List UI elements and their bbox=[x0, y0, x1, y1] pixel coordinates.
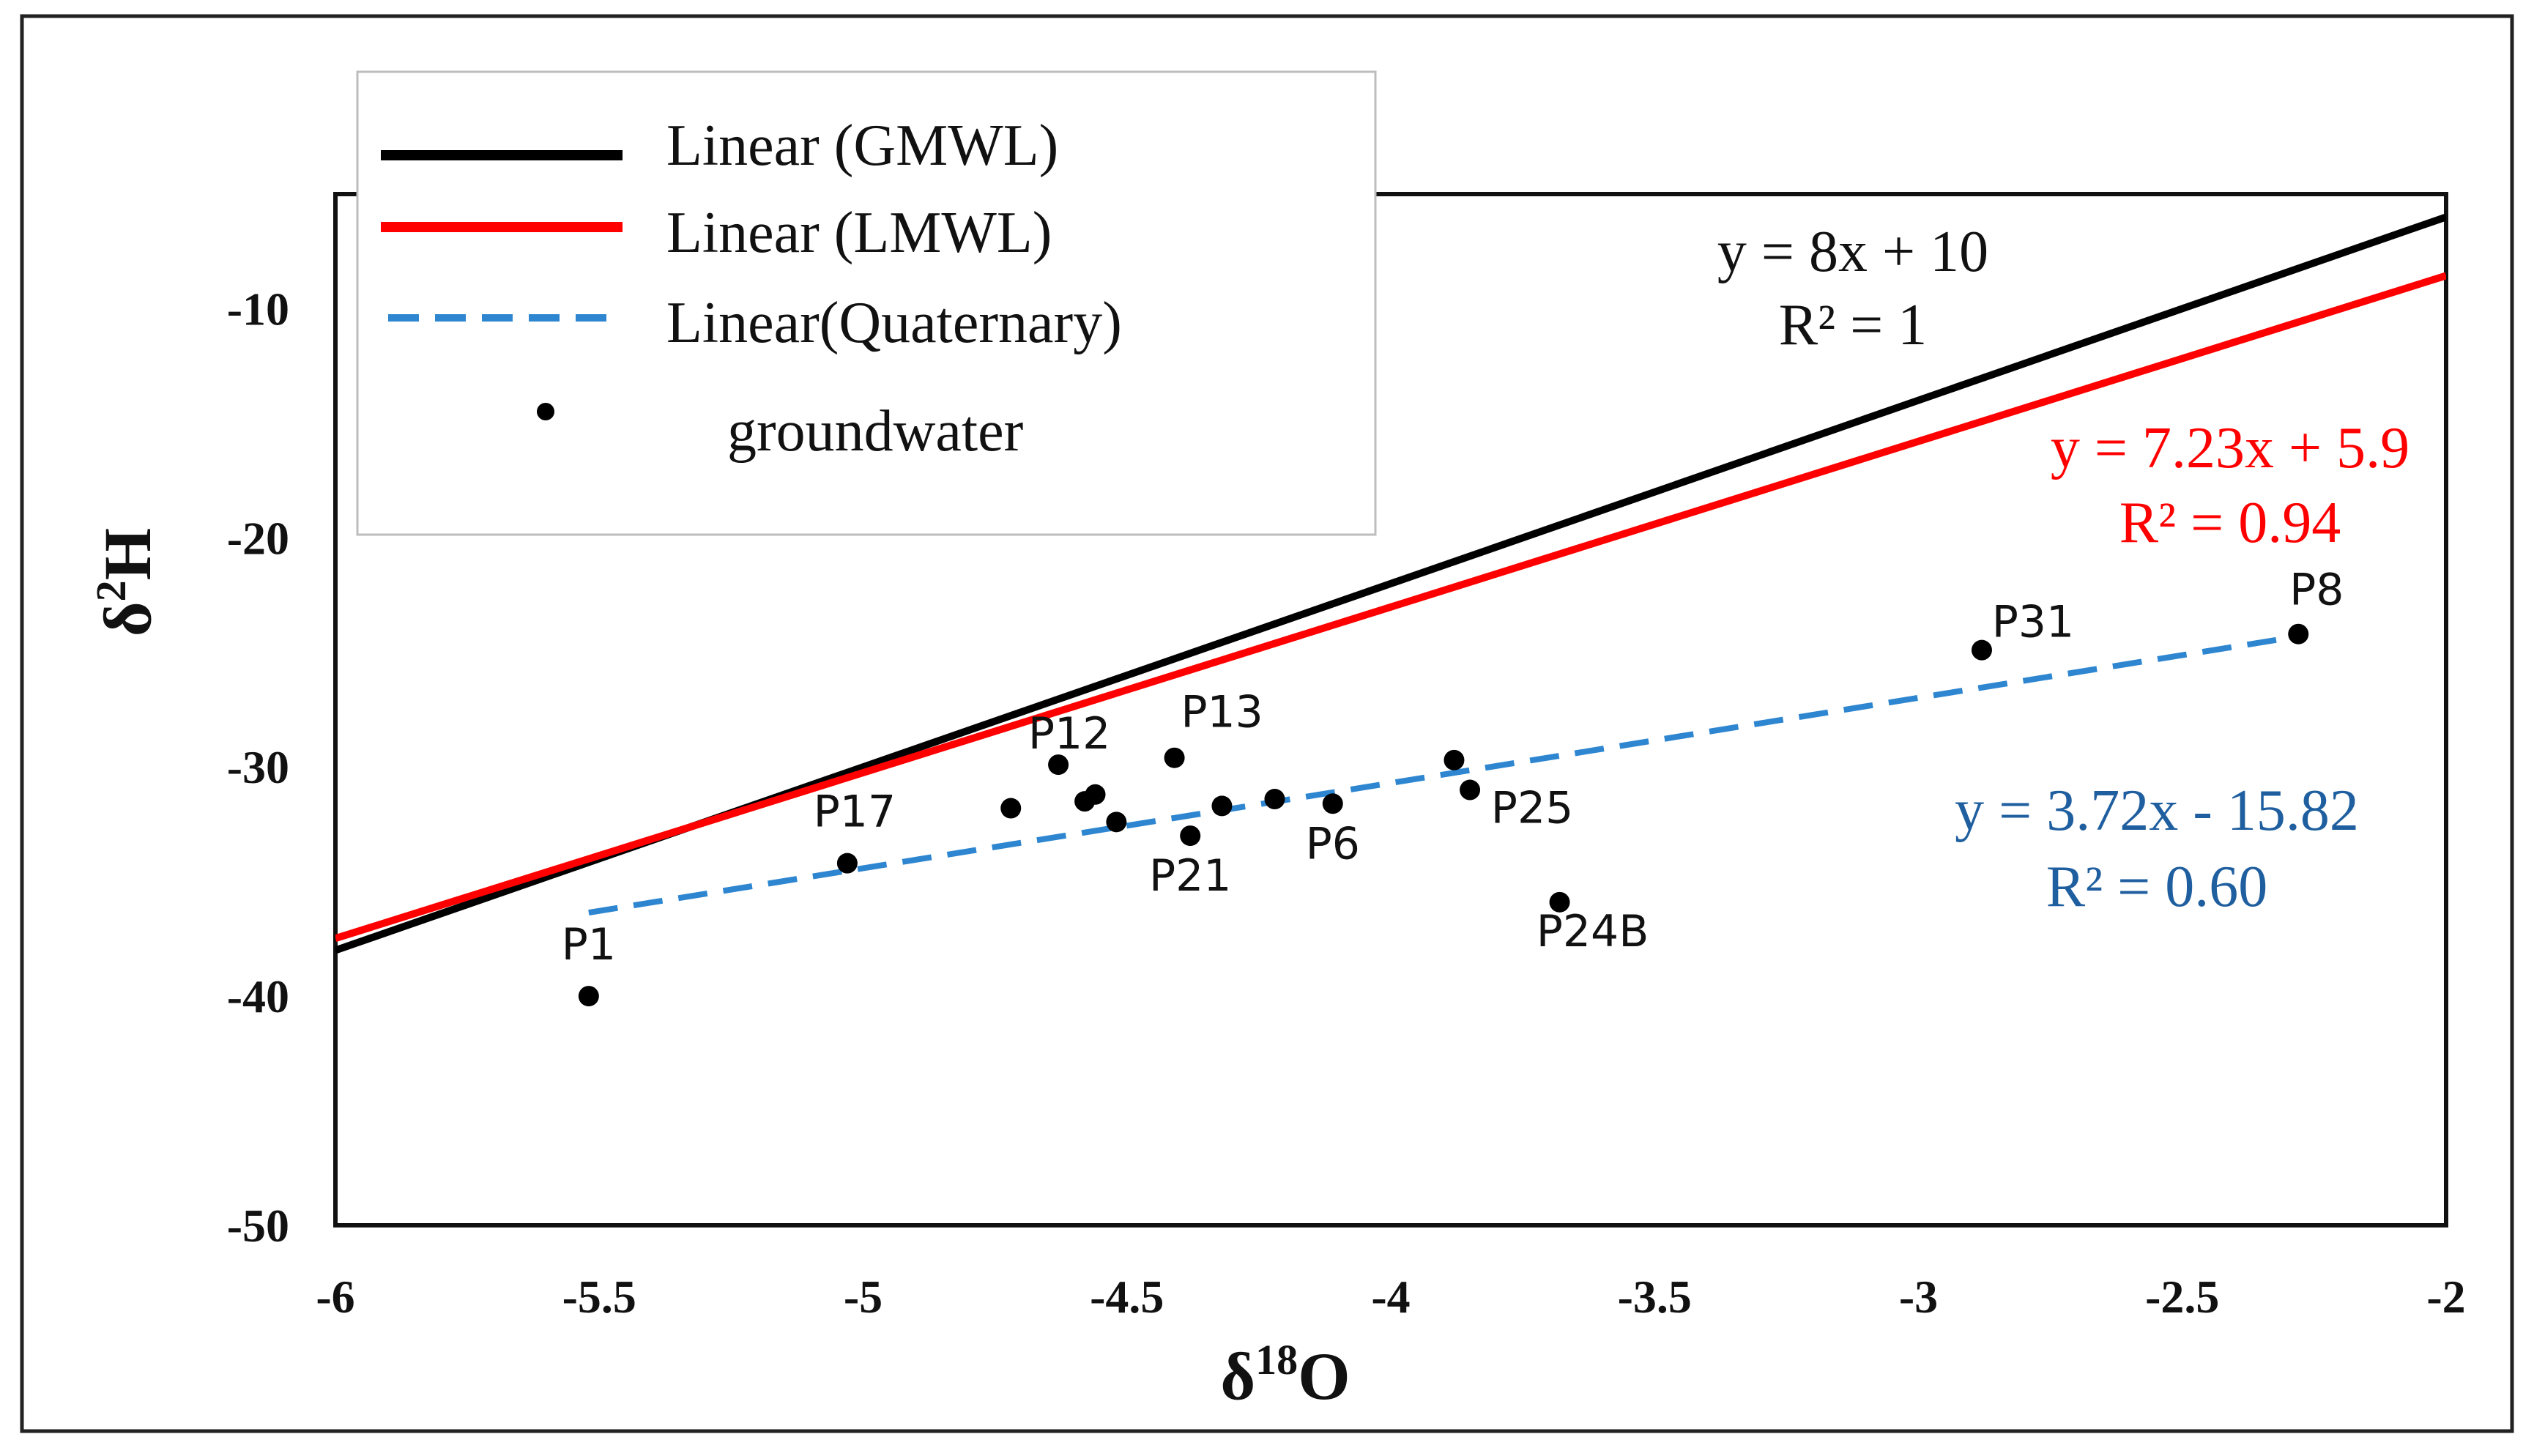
point-label: P17 bbox=[814, 787, 896, 838]
x-tick-label: -5.5 bbox=[562, 1271, 636, 1323]
regression-lines bbox=[335, 213, 2446, 954]
gmwl-equation: y = 8x + 10 R² = 1 bbox=[1717, 220, 1988, 357]
groundwater-point bbox=[1322, 793, 1343, 814]
y-tick-label: -10 bbox=[227, 283, 289, 335]
gmwl-r2-text: R² = 1 bbox=[1779, 293, 1927, 357]
lmwl-equation-text: y = 7.23x + 5.9 bbox=[2051, 416, 2409, 480]
groundwater-point bbox=[1164, 747, 1185, 768]
legend: Linear (GMWL) Linear (LMWL) Linear(Quate… bbox=[356, 70, 1377, 536]
x-tick-label: -6 bbox=[316, 1271, 354, 1323]
quaternary-equation-text: y = 3.72x - 15.82 bbox=[1955, 779, 2359, 843]
point-label: P31 bbox=[1992, 597, 2075, 648]
quaternary-line bbox=[588, 633, 2299, 915]
lmwl-equation: y = 7.23x + 5.9 R² = 0.94 bbox=[2051, 416, 2409, 555]
point-label: P13 bbox=[1181, 687, 1263, 738]
groundwater-point bbox=[2288, 623, 2309, 645]
legend-gmwl-label: Linear (GMWL) bbox=[666, 114, 1058, 178]
point-label: P6 bbox=[1306, 818, 1360, 869]
groundwater-point bbox=[1048, 754, 1069, 776]
groundwater-point bbox=[1460, 779, 1481, 801]
y-axis-ticks: -50 -40 -30 -20 -10 bbox=[227, 283, 289, 1252]
point-labels: P1 P17 P12 P13 P21 P6 P25 P24B P31 P8 bbox=[562, 565, 2344, 970]
groundwater-point bbox=[1971, 639, 1992, 661]
lmwl-line bbox=[335, 272, 2446, 943]
groundwater-point bbox=[836, 853, 858, 874]
y-tick-label: -40 bbox=[227, 970, 289, 1022]
groundwater-point bbox=[1211, 795, 1233, 817]
groundwater-point bbox=[1000, 798, 1022, 819]
groundwater-point bbox=[1180, 825, 1201, 847]
groundwater-point bbox=[1444, 749, 1465, 770]
quaternary-equation: y = 3.72x - 15.82 R² = 0.60 bbox=[1955, 779, 2359, 919]
x-tick-label: -2.5 bbox=[2145, 1271, 2219, 1323]
x-tick-label: -4.5 bbox=[1090, 1271, 1164, 1323]
groundwater-point bbox=[1264, 789, 1285, 810]
y-tick-label: -50 bbox=[227, 1200, 289, 1252]
x-axis-title: δ18O bbox=[1220, 1336, 1350, 1414]
legend-groundwater-marker bbox=[537, 403, 554, 420]
legend-box bbox=[356, 70, 1377, 536]
point-label: P25 bbox=[1491, 783, 1574, 834]
legend-quaternary-label: Linear(Quaternary) bbox=[666, 291, 1122, 355]
x-tick-label: -5 bbox=[844, 1271, 883, 1323]
x-tick-label: -3.5 bbox=[1618, 1271, 1692, 1323]
x-axis-ticks: -6 -5.5 -5 -4.5 -4 -3.5 -3 -2.5 -2 bbox=[316, 1271, 2465, 1323]
gmwl-equation-text: y = 8x + 10 bbox=[1717, 220, 1988, 284]
point-label: P21 bbox=[1149, 850, 1232, 902]
groundwater-points bbox=[578, 623, 2309, 1007]
plot-area bbox=[333, 192, 2448, 1227]
y-axis-title: δ2H bbox=[87, 528, 165, 636]
groundwater-point bbox=[1549, 891, 1570, 913]
y-tick-label: -30 bbox=[227, 741, 289, 793]
groundwater-point bbox=[1106, 811, 1127, 833]
x-tick-label: -2 bbox=[2426, 1271, 2465, 1323]
point-label: P8 bbox=[2289, 565, 2344, 616]
legend-lmwl-label: Linear (LMWL) bbox=[666, 201, 1052, 265]
point-label: P1 bbox=[562, 919, 616, 970]
point-label: P24B bbox=[1537, 906, 1649, 957]
point-label: P12 bbox=[1028, 708, 1111, 759]
groundwater-point bbox=[578, 986, 599, 1007]
y-tick-label: -20 bbox=[227, 512, 289, 564]
quaternary-r2-text: R² = 0.60 bbox=[2046, 855, 2267, 919]
x-tick-label: -3 bbox=[1899, 1271, 1938, 1323]
legend-groundwater-label: groundwater bbox=[727, 399, 1023, 464]
groundwater-point bbox=[1085, 784, 1106, 805]
x-tick-label: -4 bbox=[1371, 1271, 1410, 1323]
lmwl-r2-text: R² = 0.94 bbox=[2119, 491, 2341, 555]
